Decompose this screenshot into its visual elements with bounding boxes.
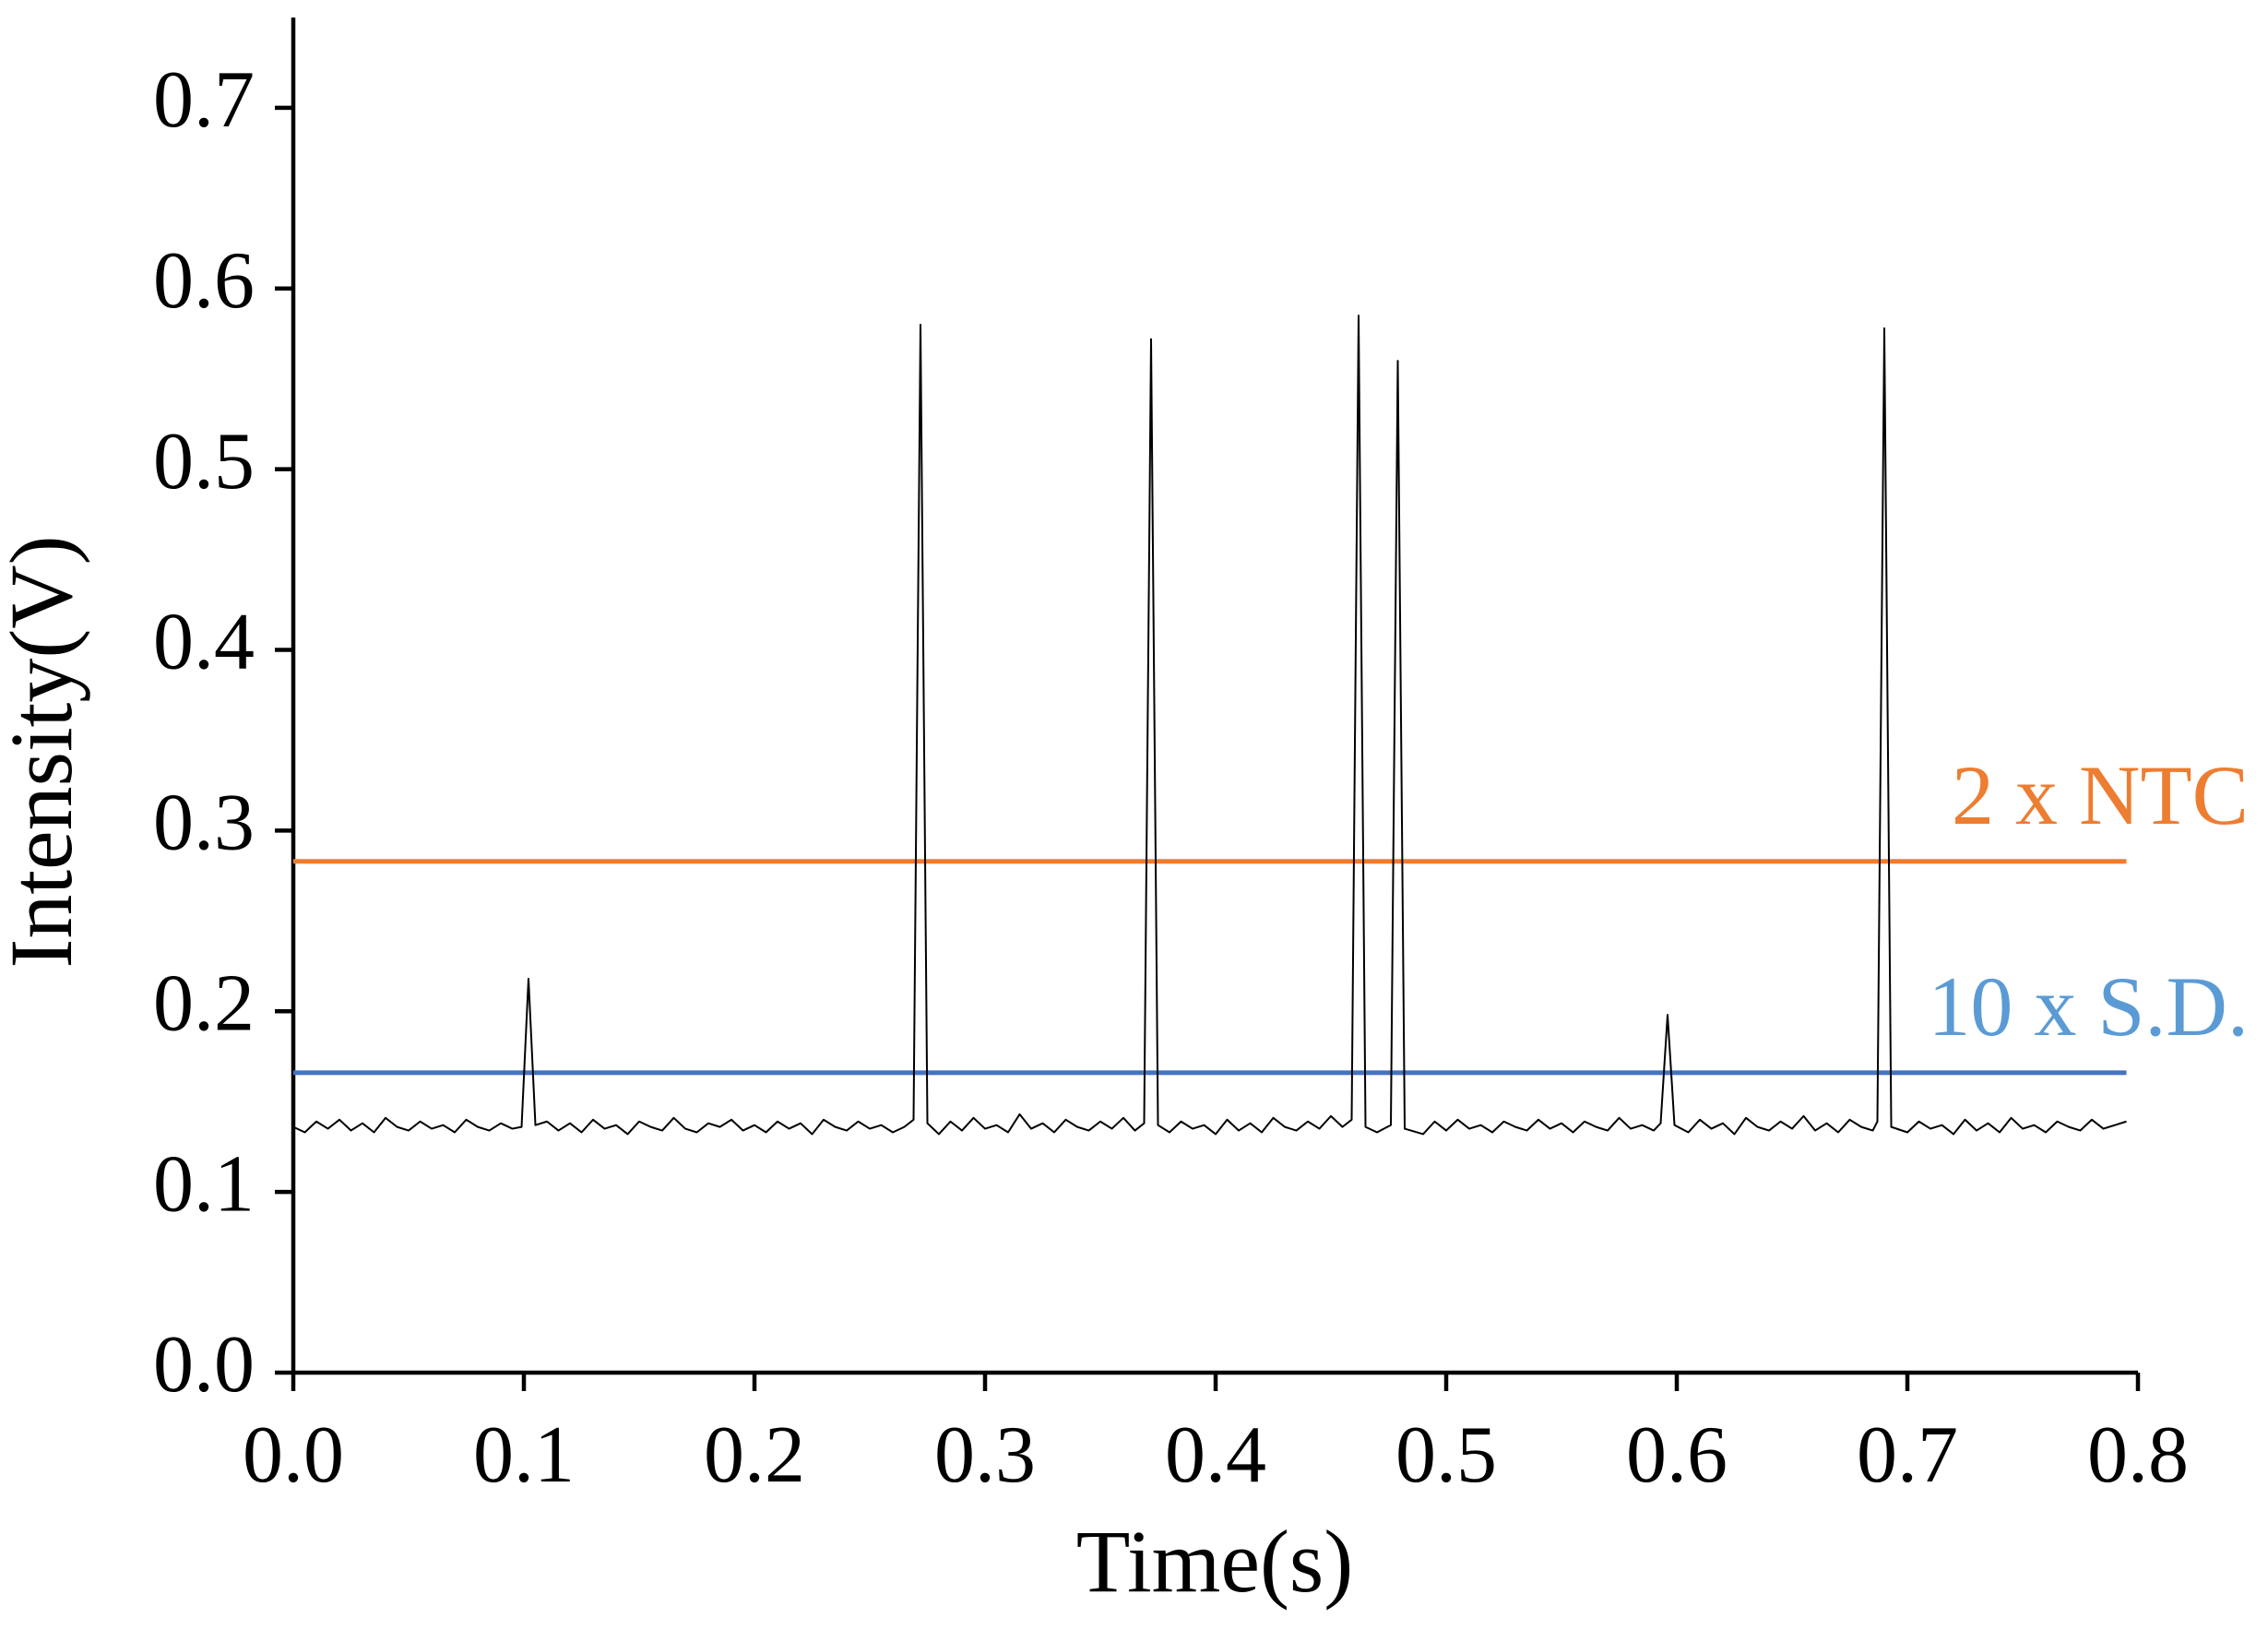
x-tick-label: 0.5 xyxy=(1395,1410,1497,1500)
x-axis-title: Time(s) xyxy=(1076,1512,1354,1611)
x-tick-label: 0.3 xyxy=(934,1410,1036,1500)
y-tick-label: 0.0 xyxy=(153,1320,255,1410)
x-tick-label: 0.1 xyxy=(473,1410,575,1500)
x-tick-label: 0.2 xyxy=(704,1410,805,1500)
y-tick-label: 0.4 xyxy=(153,598,255,687)
y-axis-title: Intensity(V) xyxy=(0,535,90,968)
x-tick-label: 0.4 xyxy=(1165,1410,1266,1500)
y-tick-label: 0.7 xyxy=(153,55,255,145)
y-tick-label: 0.6 xyxy=(153,236,255,326)
y-tick-label: 0.3 xyxy=(153,779,255,868)
x-tick-label: 0.8 xyxy=(2087,1410,2189,1500)
x-tick-label: 0.7 xyxy=(1857,1410,1958,1500)
y-tick-label: 0.2 xyxy=(153,958,255,1048)
threshold-label: 10 x S.D. xyxy=(1928,959,2249,1053)
threshold-label: 2 x NTC xyxy=(1952,748,2249,842)
y-tick-label: 0.5 xyxy=(153,417,255,506)
signal-line xyxy=(292,315,2127,1136)
x-tick-label: 0.6 xyxy=(1626,1410,1728,1500)
x-tick-label: 0.0 xyxy=(243,1410,344,1500)
y-tick-label: 0.1 xyxy=(153,1139,255,1229)
